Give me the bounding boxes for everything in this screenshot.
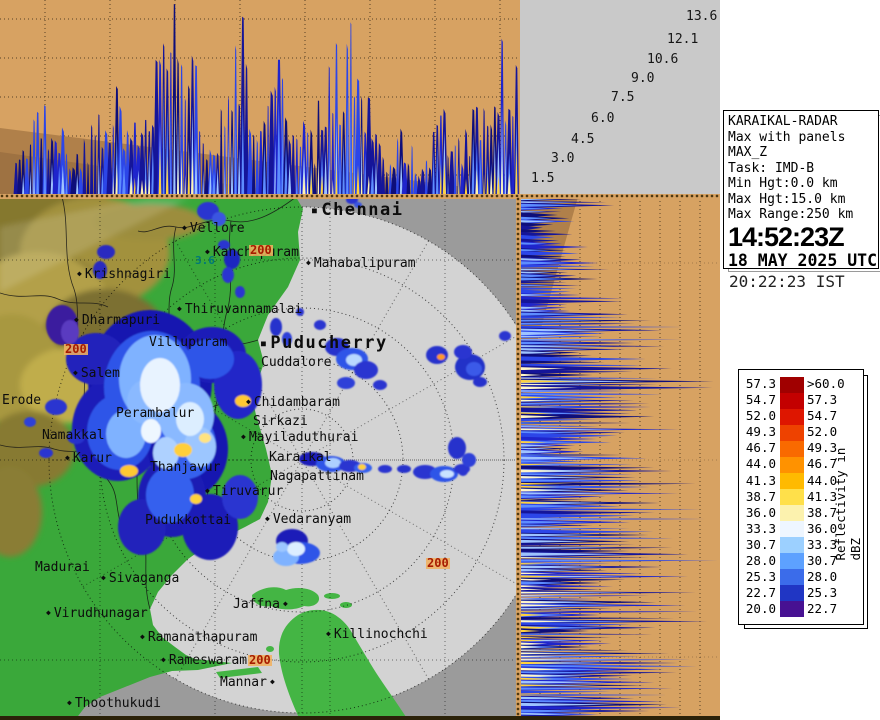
vertical-separator [516,197,521,720]
legend-left-value: 57.3 [745,376,776,391]
yz-profile-plot [520,196,720,720]
legend-right-value: 33.3 [807,536,838,552]
yz-reflectivity-spikes [520,196,718,720]
legend-left-value: 46.7 [745,440,776,456]
height-scale-label: 10.6 [647,52,679,67]
radar-info-line: Max Range:250 km [728,207,854,222]
bottom-border [0,716,720,720]
legend-right-value: 28.0 [807,569,838,585]
reflectivity-echoes [24,196,511,566]
height-scale-label: 12.1 [667,32,699,47]
legend-left-value: 28.0 [745,553,776,569]
legend-left-value: 44.0 [745,456,776,472]
legend-left-value: 54.7 [745,392,776,408]
radar-map-panel: ■ Chennai ◆ Vellore ◆ Kanchipuram ◆ Mahabalipur… [0,196,556,720]
radar-info-line: Max Hgt:15.0 km [728,191,846,207]
xz-profile-plot [0,0,520,197]
legend-right-value: 41.3 [807,488,838,504]
sidebar: KARAIKAL-RADAR Max with panels MAX_Z Task: … [720,0,880,720]
height-scale-label: 13.6 [686,9,718,24]
legend-right-value: 46.7 [807,456,838,472]
legend-right-value: >60.0 [807,376,845,391]
utc-time: 14:52:23Z [728,221,845,252]
radar-info-line: MAX_Z [728,145,768,160]
legend-right-value: 38.7 [807,504,838,520]
legend-left-values: 57.3 54.7 52.0 49.3 46.7 44.0 41.3 38.7 36.0 33.3… [739,376,776,617]
yz-grid [520,197,720,720]
legend-left-value: 52.0 [745,408,776,424]
legend-left-value: 30.7 [745,536,776,552]
xz-profile-panel [0,0,520,197]
height-scale-label: 9.0 [631,71,655,86]
radar-info-line: Task: IMD-B [728,160,815,176]
xz-reflectivity-spikes [13,4,519,197]
legend-left-value: 38.7 [745,488,776,504]
legend-left-value: 22.7 [745,585,776,601]
ist-time: 20:22:23 IST [729,272,845,291]
height-scale-label: 4.5 [571,132,595,147]
reflectivity-legend: 57.3 54.7 52.0 49.3 46.7 44.0 41.3 38.7 36.0 33.3… [738,369,864,625]
legend-right-value: 52.0 [807,424,838,440]
radar-info-line: Max with panels [728,129,846,145]
radar-info-line: Min Hgt:0.0 km [728,176,838,191]
legend-color-bar [780,377,804,617]
height-scale-label: 6.0 [591,111,615,126]
legend-right-value: 54.7 [807,408,838,424]
height-scale-label: 7.5 [611,90,635,105]
legend-right-value: 57.3 [807,392,838,408]
height-scale-panel: 13.6 12.1 10.6 9.0 7.5 6.0 4.5 3.0 1.5 [520,0,720,197]
radar-map [0,196,556,720]
legend-left-value: 25.3 [745,569,776,585]
radar-info-line: KARAIKAL-RADAR [728,114,838,129]
legend-left-value: 33.3 [745,520,776,536]
utc-date: 18 MAY 2025 UTC [728,250,878,270]
legend-axis-label: Reflectivity in dBZ [833,447,863,561]
legend-left-value: 20.0 [745,601,776,617]
legend-right-value: 25.3 [807,585,838,601]
height-scale-label: 1.5 [531,171,555,186]
legend-left-value: 41.3 [745,472,776,488]
yz-profile-panel [520,196,720,720]
legend-right-values: >60.0 57.3 54.7 52.0 49.3 46.7 44.0 41.3 38.7 36.… [807,376,849,617]
horizontal-separator [0,194,720,199]
legend-right-value: 49.3 [807,440,838,456]
legend-left-value: 36.0 [745,504,776,520]
legend-right-value: 30.7 [807,553,838,569]
legend-right-value: 44.0 [807,472,838,488]
radar-info-lines: KARAIKAL-RADAR Max with panels MAX_Z Task: … [728,114,874,223]
radar-info-box: KARAIKAL-RADAR Max with panels MAX_Z Task: … [723,110,879,269]
legend-left-value: 49.3 [745,424,776,440]
legend-right-value: 22.7 [807,601,838,617]
height-scale-label: 3.0 [551,151,575,166]
legend-right-value: 36.0 [807,520,838,536]
